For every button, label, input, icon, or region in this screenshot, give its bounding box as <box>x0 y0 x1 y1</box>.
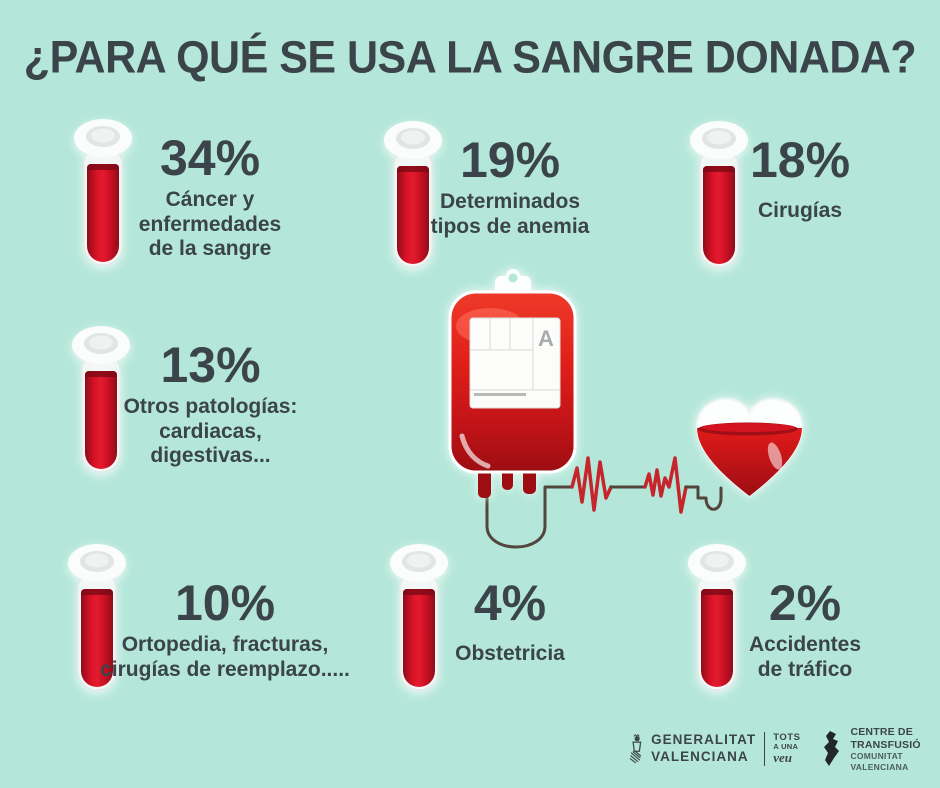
ekg-line-icon <box>485 456 723 549</box>
stat-obstetricia: 4% Obstetricia <box>395 578 625 667</box>
stat-percent: 13% <box>160 337 261 393</box>
generalitat-valenciana-name: GENERALITAT VALENCIANA <box>651 732 757 764</box>
stat-accidentes: 2% Accidentes de tráfico <box>690 578 920 682</box>
page-title: ¿PARA QUÉ SE USA LA SANGRE DONADA? <box>23 32 917 84</box>
blood-bag-label: A <box>469 317 561 409</box>
stat-percent: 4% <box>473 575 547 631</box>
stat-otros: 13% Otros patologías: cardiacas, digestiva… <box>83 340 338 469</box>
blood-bag-icon: A <box>448 269 577 498</box>
generalitat-valenciana-logo-icon <box>629 734 642 764</box>
centre-transfusio-name: CENTRE DE TRANSFUSIÓ COMUNITAT VALENCIAN… <box>850 726 921 772</box>
footer-logos: GENERALITAT VALENCIANA TOTS A UNA veu CE… <box>628 720 928 778</box>
stat-percent: 18% <box>749 132 851 188</box>
stat-label: Determinados tipos de anemia <box>430 190 590 238</box>
blood-type-letter: A <box>538 326 554 351</box>
stat-label: Ortopedia, fracturas, cirugías de reempla… <box>100 633 350 681</box>
stat-label: Cirugías <box>757 199 843 222</box>
stat-percent: 10% <box>174 575 276 631</box>
stat-cirugias: 18% Cirugías <box>675 135 925 224</box>
stat-anemia: 19% Determinados tipos de anemia <box>385 135 635 239</box>
stat-percent: 19% <box>459 132 561 188</box>
stat-label: Obstetricia <box>455 642 565 665</box>
stat-percent: 2% <box>768 575 842 631</box>
tots-a-una-veu-tagline: TOTS A UNA veu <box>773 732 801 766</box>
heart-icon <box>695 397 804 498</box>
logo-divider <box>764 732 766 766</box>
stat-ortopedia: 10% Ortopedia, fracturas, cirugías de ree… <box>75 578 375 682</box>
stat-label: Cáncer y enfermedades de la sangre <box>138 188 282 261</box>
stat-percent: 34% <box>159 130 261 186</box>
valencia-map-icon <box>824 731 840 766</box>
stat-label: Otros patologías: cardiacas, digestivas... <box>123 395 298 468</box>
stat-label: Accidentes de tráfico <box>748 633 862 681</box>
stat-cancer: 34% Cáncer y enfermedades de la sangre <box>85 133 335 262</box>
